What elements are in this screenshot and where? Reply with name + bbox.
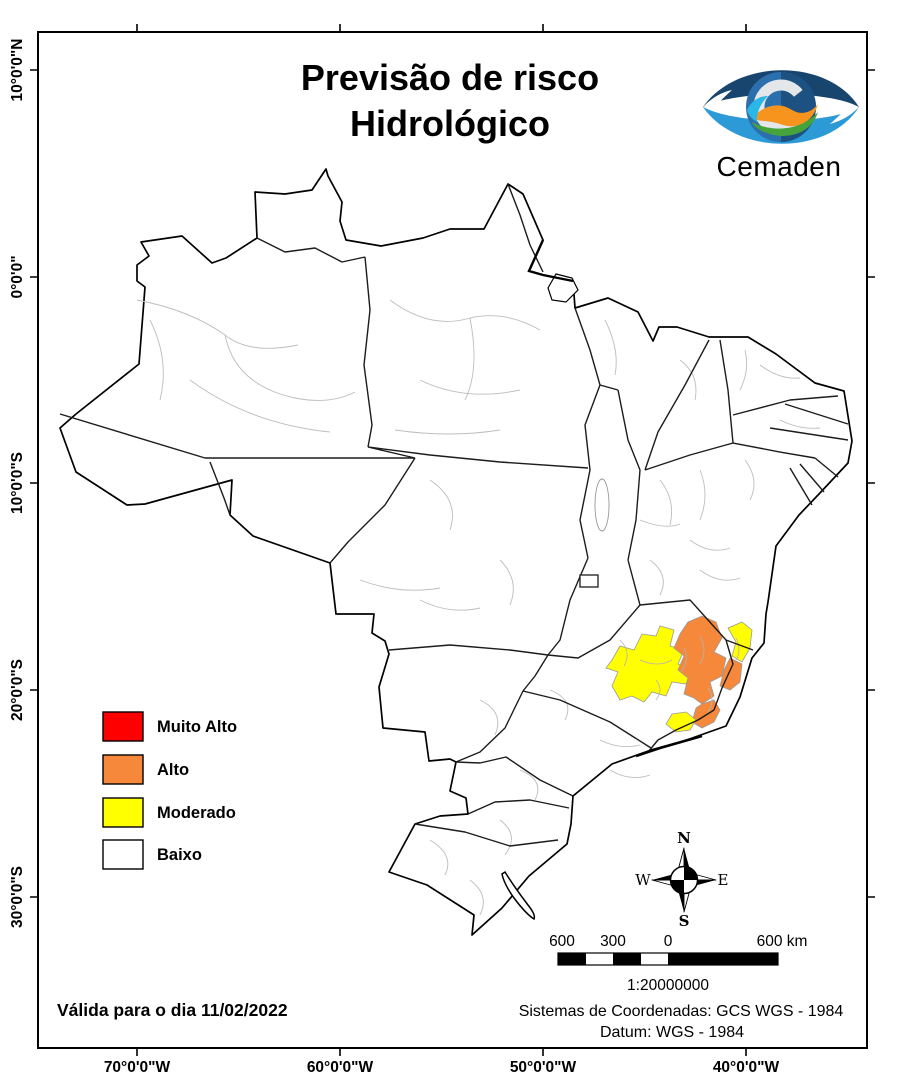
compass-label-e: E — [718, 871, 729, 889]
map-frame — [37, 31, 868, 1049]
scale-bar — [557, 952, 779, 966]
legend-swatch-baixo — [102, 839, 144, 870]
legend-label-alto: Alto — [157, 761, 189, 779]
risk-region-alto-south — [691, 699, 721, 729]
lat-label-20s: 20°0'0"S — [9, 659, 26, 721]
municipal-boundaries-colored-zone — [619, 635, 740, 713]
legend-label-muito-alto: Muito Alto — [157, 718, 237, 736]
legend-swatch-muito-alto — [102, 711, 144, 742]
compass-label-s: S — [679, 912, 690, 930]
lon-label-70w: 70°0'0"W — [104, 1059, 171, 1076]
bananal-island — [594, 478, 610, 532]
scale-label-600-km: 600 km — [757, 933, 808, 950]
scale-label-0: 0 — [664, 933, 673, 950]
legend-label-moderado: Moderado — [157, 804, 236, 822]
scale-ratio: 1:20000000 — [627, 977, 709, 994]
page-title-line2: Hidrológico — [350, 103, 550, 144]
scale-label-600-left: 600 — [549, 933, 575, 950]
lon-label-60w: 60°0'0"W — [307, 1059, 374, 1076]
legend-swatch-moderado — [102, 797, 144, 828]
lat-label-0: 0°0'0" — [9, 255, 26, 298]
risk-region-moderado-es — [727, 621, 753, 663]
risk-legend: Muito Alto Alto Moderado Baixo — [102, 711, 237, 870]
lagoa-dos-patos — [501, 870, 536, 921]
datum-line: Datum: WGS - 1984 — [600, 1024, 744, 1041]
scale-label-300: 300 — [600, 933, 626, 950]
lat-label-30s: 30°0'0"S — [9, 866, 26, 928]
lat-label-10n: 10°0'0"N — [9, 39, 26, 102]
graticule-ticks — [30, 24, 875, 1056]
distrito-federal-outline — [579, 574, 599, 588]
legend-label-baixo: Baixo — [157, 846, 202, 864]
lon-label-50w: 50°0'0"W — [510, 1059, 577, 1076]
compass-rose-icon — [651, 847, 717, 913]
amazon-mouth-coast — [527, 239, 574, 283]
cemaden-logo-icon — [703, 70, 859, 144]
lon-label-40w: 40°0'0"W — [713, 1059, 780, 1076]
state-boundaries — [59, 183, 849, 847]
compass-label-w: W — [635, 871, 651, 889]
risk-regions — [605, 615, 753, 733]
legend-swatch-alto — [102, 754, 144, 785]
rio-coast — [635, 734, 703, 758]
lat-label-10s: 10°0'0"S — [9, 452, 26, 514]
crs-line: Sistemas de Coordenadas: GCS WGS - 1984 — [519, 1003, 844, 1020]
cemaden-logo-text: Cemaden — [717, 151, 842, 182]
compass-label-n: N — [677, 829, 691, 847]
brazil-outline — [59, 168, 853, 936]
validity-date: Válida para o dia 11/02/2022 — [57, 1000, 288, 1020]
page-title-line1: Previsão de risco — [301, 57, 599, 98]
risk-region-moderado-rj — [665, 711, 697, 733]
